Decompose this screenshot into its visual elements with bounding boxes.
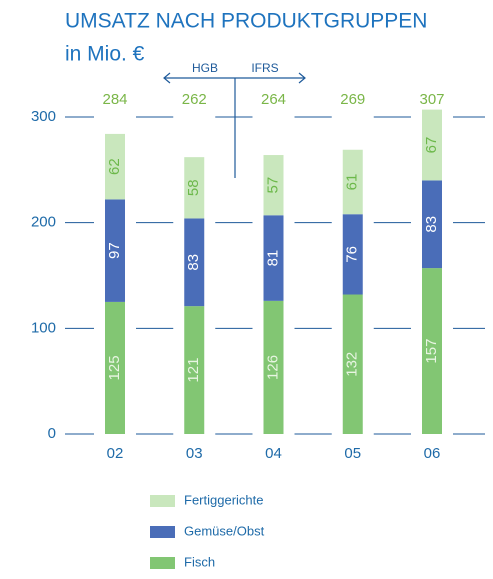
bar-value-label: 132	[344, 352, 361, 377]
bar-segment	[105, 301, 125, 434]
bar-value-label: 58	[185, 179, 202, 196]
legend-label: Fertiggerichte	[184, 492, 263, 507]
bar-value-label: 83	[185, 254, 202, 271]
legend-label: Gemüse/Obst	[184, 523, 265, 538]
legend-swatch	[150, 526, 175, 538]
bar-value-label: 97	[106, 242, 123, 259]
total-label: 269	[340, 91, 365, 108]
bar-segment	[184, 157, 205, 219]
bar-segment	[263, 300, 284, 434]
bar-segment	[422, 180, 442, 269]
annotation: IFRS	[251, 61, 278, 75]
bar-segment	[184, 218, 205, 307]
x-tick-label: 06	[424, 445, 441, 462]
x-tick-label: 05	[344, 445, 361, 462]
total-label: 262	[182, 91, 207, 108]
arrow-head	[163, 72, 171, 84]
legend-label: Fisch	[184, 554, 215, 569]
y-tick-label: 0	[48, 425, 56, 442]
x-tick-label: 04	[265, 445, 282, 462]
bar-segment	[342, 214, 363, 295]
bar-value-label: 157	[423, 339, 440, 364]
bar-segment	[263, 215, 284, 301]
bar-value-label: 62	[106, 158, 123, 175]
y-tick-label: 100	[31, 319, 56, 336]
bar-value-label: 125	[106, 355, 123, 380]
y-tick-label: 200	[31, 214, 56, 231]
x-tick-label: 03	[186, 445, 203, 462]
arrow-head	[298, 72, 306, 84]
total-label: 284	[102, 91, 127, 108]
divider	[163, 72, 306, 178]
total-label: 307	[419, 91, 444, 108]
bar-segment	[422, 109, 442, 181]
bar-segment	[184, 306, 205, 434]
bar-segment	[342, 294, 363, 434]
annotation: HGB	[192, 61, 218, 75]
bar-value-label: 61	[344, 174, 361, 191]
bar-value-label: 76	[344, 246, 361, 263]
bar-value-label: 121	[185, 358, 202, 383]
bar-segment	[263, 155, 284, 216]
bar-segment	[105, 199, 125, 302]
bar-value-label: 67	[423, 137, 440, 154]
bar-segment	[342, 149, 363, 215]
total-label: 264	[261, 91, 286, 108]
bar-value-label: 83	[423, 216, 440, 233]
bar-value-label: 81	[264, 250, 281, 267]
bar-segment	[422, 268, 442, 434]
chart-title: UMSATZ NACH PRODUKTGRUPPEN	[65, 10, 427, 33]
legend-swatch	[150, 557, 175, 569]
chart-subtitle: in Mio. €	[65, 43, 145, 66]
legend-swatch	[150, 495, 175, 507]
bar-value-label: 126	[264, 355, 281, 380]
y-tick-label: 300	[31, 108, 56, 125]
x-tick-label: 02	[107, 445, 124, 462]
bar-segment	[105, 133, 125, 200]
bar-value-label: 57	[264, 177, 281, 194]
